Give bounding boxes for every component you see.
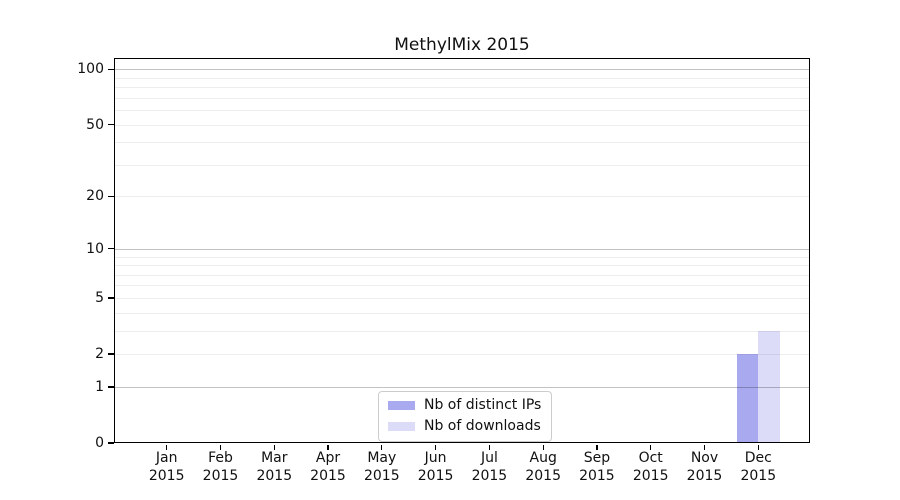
x-tick-month: Dec xyxy=(744,450,772,466)
x-tick-year: 2015 xyxy=(256,467,293,484)
x-tick-year: 2015 xyxy=(417,467,454,484)
y-tick-mark xyxy=(107,297,114,299)
x-tick-label: Sep 2015 xyxy=(567,450,627,485)
x-tick-month: Jul xyxy=(480,450,498,466)
bar-downloads xyxy=(758,330,780,443)
gridline-major xyxy=(114,69,810,71)
gridline-minor xyxy=(114,330,810,332)
x-tick-year: 2015 xyxy=(471,467,508,484)
x-tick-label: Aug 2015 xyxy=(513,450,573,485)
x-tick-month: Apr xyxy=(315,450,341,466)
gridline-minor xyxy=(114,124,810,126)
x-tick-year: 2015 xyxy=(363,467,400,484)
y-tick-label: 0 xyxy=(95,435,104,451)
x-tick-label: Dec 2015 xyxy=(728,450,788,485)
gridline-minor xyxy=(114,77,810,79)
x-tick-label: Jun 2015 xyxy=(406,450,466,485)
chart-title: MethylMix 2015 xyxy=(394,35,530,55)
x-tick-label: May 2015 xyxy=(352,450,412,485)
x-tick-mark xyxy=(434,444,437,450)
x-tick-mark xyxy=(703,444,706,450)
y-tick-label: 50 xyxy=(86,116,104,133)
gridline-minor xyxy=(114,274,810,276)
legend-item-downloads: Nb of downloads xyxy=(388,419,541,434)
x-tick-year: 2015 xyxy=(740,467,777,484)
gridline-minor xyxy=(114,164,810,166)
gridline-minor xyxy=(114,297,810,299)
x-tick-mark xyxy=(327,444,329,450)
x-tick-label: Oct 2015 xyxy=(621,450,681,485)
bar-distinct-ips xyxy=(736,354,759,443)
x-tick-year: 2015 xyxy=(686,467,723,484)
gridline-major xyxy=(114,386,810,388)
y-tick-mark xyxy=(107,123,114,126)
plot-border xyxy=(114,58,810,443)
gridline-minor xyxy=(114,196,810,198)
y-tick-label: 100 xyxy=(77,61,104,78)
gridline-minor xyxy=(114,354,810,355)
x-tick-mark xyxy=(219,444,222,450)
x-tick-month: May xyxy=(367,450,397,466)
legend: Nb of distinct IPs Nb of downloads xyxy=(378,391,553,442)
x-tick-year: 2015 xyxy=(525,467,561,484)
x-tick-mark xyxy=(596,444,598,450)
gridline-minor xyxy=(114,265,810,266)
y-tick-label: 20 xyxy=(86,188,104,205)
x-tick-year: 2015 xyxy=(579,467,615,484)
x-tick-mark xyxy=(166,444,168,450)
y-tick-mark xyxy=(107,442,114,444)
x-tick-mark xyxy=(757,444,759,450)
y-tick-label: 1 xyxy=(95,378,104,395)
x-tick-month: Mar xyxy=(261,450,288,466)
plot-area xyxy=(114,58,810,443)
legend-swatch-downloads xyxy=(388,422,415,431)
legend-label-downloads: Nb of downloads xyxy=(424,418,541,434)
y-tick-mark xyxy=(107,248,114,250)
x-tick-mark xyxy=(381,444,383,450)
x-tick-year: 2015 xyxy=(310,467,346,484)
y-tick-mark xyxy=(107,68,114,70)
y-tick-mark xyxy=(107,386,114,388)
x-tick-label: Nov 2015 xyxy=(675,450,735,485)
x-tick-month: Jun xyxy=(424,450,447,466)
x-tick-month: Aug xyxy=(529,450,557,466)
y-tick-label: 2 xyxy=(95,346,104,362)
gridline-minor xyxy=(114,142,810,144)
gridline-minor xyxy=(114,285,810,287)
gridline-major xyxy=(114,248,810,250)
x-tick-label: Feb 2015 xyxy=(191,450,251,485)
x-tick-month: Sep xyxy=(583,450,611,466)
x-tick-mark xyxy=(488,444,491,450)
gridline-minor xyxy=(114,110,810,112)
x-tick-year: 2015 xyxy=(632,467,669,484)
x-tick-label: Mar 2015 xyxy=(244,450,304,485)
x-tick-month: Feb xyxy=(208,450,233,466)
legend-label-distinct-ips: Nb of distinct IPs xyxy=(424,397,542,413)
x-tick-label: Jan 2015 xyxy=(137,450,197,485)
legend-swatch-distinct-ips xyxy=(388,401,415,410)
x-tick-mark xyxy=(650,444,652,450)
gridline-minor xyxy=(114,87,810,89)
gridline-minor xyxy=(114,312,810,314)
y-tick-label: 10 xyxy=(86,240,104,257)
y-tick-mark xyxy=(107,353,114,355)
y-tick-label: 5 xyxy=(95,289,104,306)
x-tick-year: 2015 xyxy=(202,467,239,484)
gridline-minor xyxy=(114,256,810,258)
x-tick-mark xyxy=(542,444,544,450)
gridline-minor xyxy=(114,97,810,99)
x-tick-month: Nov xyxy=(690,450,719,466)
x-tick-label: Apr 2015 xyxy=(298,450,358,485)
x-tick-month: Jan xyxy=(155,450,178,466)
legend-item-distinct-ips: Nb of distinct IPs xyxy=(388,398,541,413)
x-tick-mark xyxy=(273,444,275,450)
y-tick-mark xyxy=(107,195,114,198)
x-tick-month: Oct xyxy=(638,450,663,466)
x-tick-label: Jul 2015 xyxy=(459,450,519,485)
x-tick-year: 2015 xyxy=(148,467,185,484)
